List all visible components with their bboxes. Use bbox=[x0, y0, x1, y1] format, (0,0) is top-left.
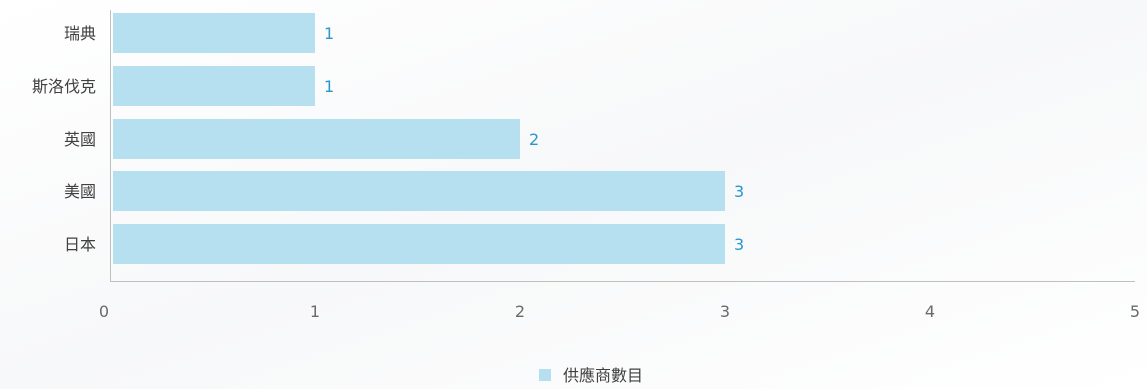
plot-area: 瑞典 1 斯洛伐克 1 英國 2 美國 3 日本 3 0 1 2 3 4 5 bbox=[32, 10, 1140, 321]
data-label-4: 3 bbox=[734, 182, 744, 201]
x-tick-label-0: 0 bbox=[99, 302, 109, 321]
bar-3 bbox=[113, 119, 520, 159]
category-label-5: 日本 bbox=[64, 235, 96, 254]
legend-label: 供應商數目 bbox=[563, 366, 643, 385]
bar-2 bbox=[113, 66, 315, 106]
bar-1 bbox=[113, 13, 315, 53]
data-label-3: 2 bbox=[529, 130, 539, 149]
category-label-3: 英國 bbox=[64, 130, 96, 149]
x-tick-label-1: 1 bbox=[310, 302, 320, 321]
x-tick-label-5: 5 bbox=[1130, 302, 1140, 321]
data-label-1: 1 bbox=[324, 24, 334, 43]
data-label-2: 1 bbox=[324, 77, 334, 96]
x-tick-label-2: 2 bbox=[515, 302, 525, 321]
category-label-2: 斯洛伐克 bbox=[32, 77, 96, 96]
category-label-1: 瑞典 bbox=[64, 24, 96, 43]
x-tick-label-4: 4 bbox=[925, 302, 935, 321]
legend-swatch bbox=[539, 369, 551, 381]
data-label-5: 3 bbox=[734, 235, 744, 254]
x-tick-label-3: 3 bbox=[720, 302, 730, 321]
legend: 供應商數目 bbox=[539, 366, 643, 385]
bar-5 bbox=[113, 224, 725, 264]
category-label-4: 美國 bbox=[64, 182, 96, 201]
bar-4 bbox=[113, 171, 725, 211]
